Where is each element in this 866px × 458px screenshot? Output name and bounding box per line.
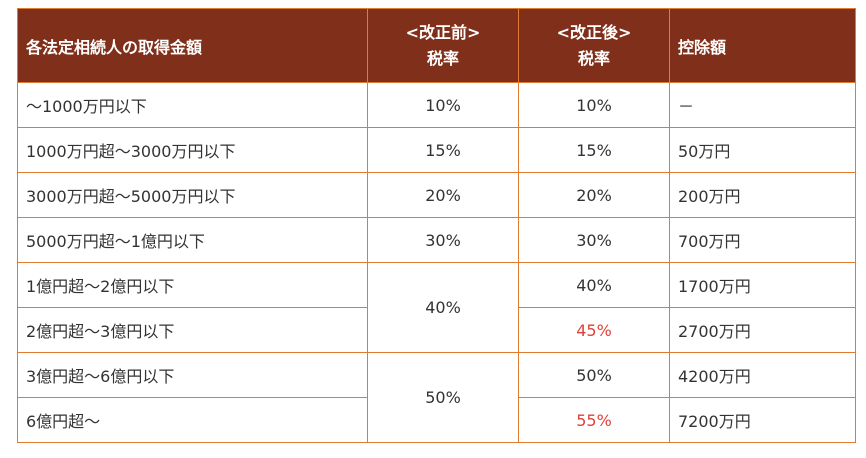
before-rate-cell: 15% (367, 127, 519, 173)
deduction-cell: 4200万円 (669, 352, 856, 398)
deduction-cell: 2700万円 (669, 307, 856, 353)
table-row: 6億円超～ 55% 7200万円 (17, 397, 856, 443)
table-row: 1000万円超～3000万円以下 15% 15% 50万円 (17, 127, 856, 173)
header-row: 各法定相続人の取得金額 <改正前> 税率 <改正後> 税率 控除額 (17, 8, 856, 83)
deduction-cell: 200万円 (669, 172, 856, 218)
amount-cell: 3億円超～6億円以下 (17, 352, 368, 398)
deduction-cell: 7200万円 (669, 397, 856, 443)
table-row: 5000万円超～1億円以下 30% 30% 700万円 (17, 217, 856, 263)
after-rate-cell-changed: 55% (518, 397, 670, 443)
tax-rate-table: 各法定相続人の取得金額 <改正前> 税率 <改正後> 税率 控除額 ～1000万円以… (17, 8, 856, 443)
after-rate-cell: 10% (518, 82, 670, 128)
table-row: 1億円超～2億円以下 40% 40% 1700万円 (17, 262, 856, 353)
deduction-cell: 700万円 (669, 217, 856, 263)
table-row: 3000万円超～5000万円以下 20% 20% 200万円 (17, 172, 856, 218)
after-rate-cell: 50% (518, 352, 670, 398)
header-before-rate: <改正前> 税率 (367, 8, 519, 83)
before-rate-cell: 50% (367, 352, 519, 443)
before-rate-cell: 40% (367, 262, 519, 353)
header-after-label: <改正後> (556, 22, 632, 42)
header-before-label: <改正前> (405, 22, 481, 42)
header-deduction: 控除額 (669, 8, 856, 83)
before-rate-cell: 20% (367, 172, 519, 218)
header-before-rate-label: 税率 (426, 48, 459, 68)
table-row: 2億円超～3億円以下 45% 2700万円 (17, 307, 856, 353)
amount-cell: 2億円超～3億円以下 (17, 307, 368, 353)
amount-cell: ～1000万円以下 (17, 82, 368, 128)
table-row: ～1000万円以下 10% 10% － (17, 82, 856, 128)
table-row: 3億円超～6億円以下 50% 50% 4200万円 (17, 352, 856, 443)
after-rate-cell: 15% (518, 127, 670, 173)
amount-cell: 6億円超～ (17, 397, 368, 443)
deduction-cell: 50万円 (669, 127, 856, 173)
before-rate-cell: 10% (367, 82, 519, 128)
after-rate-cell-changed: 45% (518, 307, 670, 353)
amount-cell: 1000万円超～3000万円以下 (17, 127, 368, 173)
header-after-rate: <改正後> 税率 (518, 8, 670, 83)
amount-cell: 3000万円超～5000万円以下 (17, 172, 368, 218)
before-rate-cell: 30% (367, 217, 519, 263)
after-rate-cell: 40% (518, 262, 670, 308)
header-after-rate-label: 税率 (577, 48, 610, 68)
header-amount: 各法定相続人の取得金額 (17, 8, 368, 83)
deduction-cell: － (669, 82, 856, 128)
after-rate-cell: 30% (518, 217, 670, 263)
deduction-cell: 1700万円 (669, 262, 856, 308)
after-rate-cell: 20% (518, 172, 670, 218)
amount-cell: 5000万円超～1億円以下 (17, 217, 368, 263)
amount-cell: 1億円超～2億円以下 (17, 262, 368, 308)
